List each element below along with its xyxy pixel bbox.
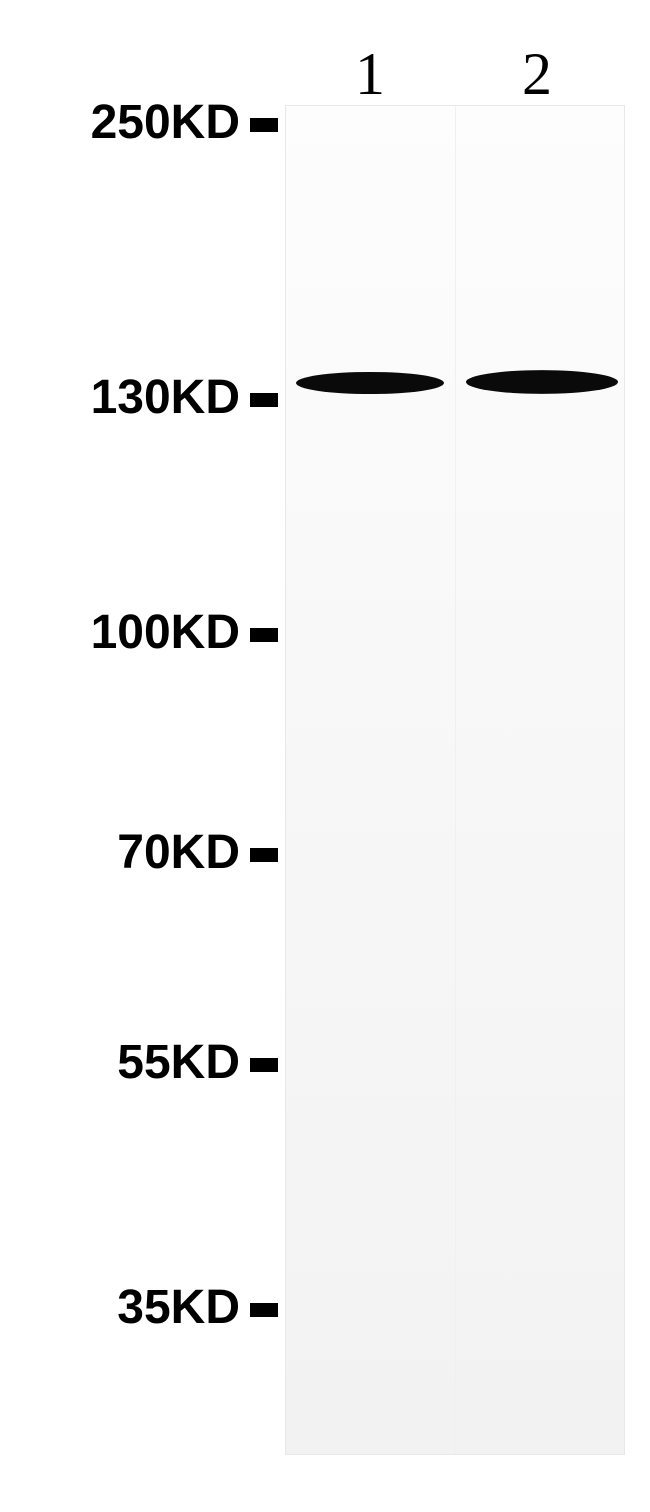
mw-tick-35 <box>250 1303 278 1317</box>
lane-divider <box>455 106 456 1454</box>
gel-membrane-area <box>285 105 625 1455</box>
mw-label-250: 250KD <box>30 95 240 150</box>
lane-label-2: 2 <box>522 40 552 109</box>
mw-label-35: 35KD <box>30 1280 240 1335</box>
mw-label-55: 55KD <box>30 1035 240 1090</box>
western-blot-figure: 1 2 250KD 130KD 100KD 70KD 55KD 35KD <box>30 40 620 1470</box>
lane-label-1: 1 <box>355 40 385 109</box>
band-lane1 <box>296 372 444 394</box>
mw-label-100: 100KD <box>30 605 240 660</box>
mw-tick-250 <box>250 118 278 132</box>
mw-label-130: 130KD <box>30 370 240 425</box>
mw-tick-100 <box>250 628 278 642</box>
mw-tick-130 <box>250 393 278 407</box>
mw-tick-70 <box>250 848 278 862</box>
mw-tick-55 <box>250 1058 278 1072</box>
mw-label-70: 70KD <box>30 825 240 880</box>
band-lane2 <box>466 370 618 394</box>
